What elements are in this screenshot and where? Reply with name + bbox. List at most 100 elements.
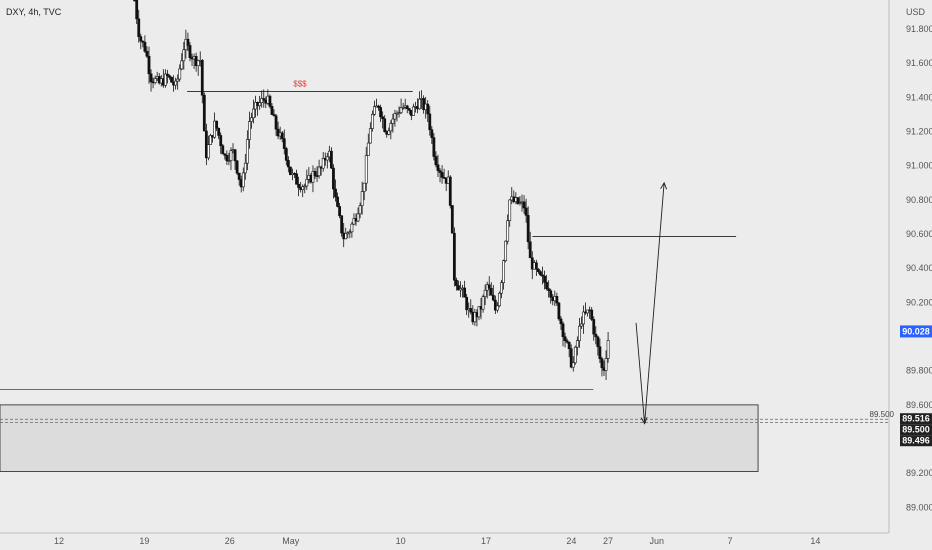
candle-body-18: [170, 77, 173, 83]
candle-body-125: [389, 123, 393, 132]
candle-body-207: [557, 302, 561, 320]
candle-body-216: [575, 340, 579, 348]
last-price-badge: [900, 325, 932, 338]
candle-body-223: [590, 309, 594, 320]
candle-body-16: [166, 73, 169, 77]
candle-body-178: [498, 292, 501, 307]
candle-body-176: [493, 299, 497, 311]
candle-body-231: [606, 340, 610, 359]
candle-body-183: [508, 199, 512, 221]
candle-body-196: [534, 262, 538, 270]
demand-zone-box: [0, 404, 759, 472]
candle-body-46: [227, 160, 231, 162]
candle-body-109: [356, 213, 360, 222]
candle-body-188: [518, 202, 522, 205]
candles-layer: [133, 0, 610, 380]
candle-body-94: [325, 156, 329, 161]
y-tick-4: 91.000: [906, 161, 932, 171]
candle-body-8: [149, 73, 153, 83]
x-tick-3: May: [282, 536, 300, 546]
candle-body-175: [491, 294, 495, 301]
candle-body-177: [496, 305, 499, 311]
candle-body-120: [379, 107, 382, 118]
candle-body-171: [483, 289, 487, 297]
candle-body-61: [258, 102, 262, 107]
candle-body-20: [174, 80, 178, 86]
candle-body-221: [586, 309, 590, 314]
y-tick-9: 89.800: [906, 366, 932, 376]
candle-body-201: [545, 282, 549, 290]
x-tick-6: 24: [566, 536, 576, 546]
candle-body-87: [311, 171, 315, 183]
candle-body-1: [135, 0, 139, 20]
candle-body-215: [573, 346, 577, 364]
candle-body-156: [452, 232, 456, 281]
candle-body-130: [399, 107, 403, 114]
candle-body-182: [506, 220, 510, 242]
candle-body-134: [407, 108, 411, 111]
y-tick-6: 90.600: [906, 229, 932, 239]
candle-body-187: [516, 197, 520, 204]
candle-body-75: [286, 160, 290, 168]
candle-body-174: [489, 288, 493, 296]
candle-body-105: [348, 231, 352, 234]
candle-body-209: [561, 323, 565, 338]
candle-body-116: [370, 114, 374, 129]
candle-body-127: [393, 113, 397, 120]
candle-body-51: [237, 172, 241, 180]
candle-body-42: [219, 135, 223, 147]
candle-body-50: [235, 160, 239, 174]
candle-body-198: [539, 271, 542, 276]
symbol-label: DXY, 4h, TVC: [6, 7, 62, 17]
projection-arrow-up: [660, 181, 668, 190]
candle-body-228: [600, 358, 604, 369]
candle-body-122: [383, 118, 387, 133]
candle-body-92: [321, 157, 325, 169]
candle-body-72: [280, 132, 284, 140]
x-tick-4: 10: [396, 536, 406, 546]
liquidity-label: $$$: [293, 79, 307, 88]
candle-body-161: [463, 287, 467, 298]
zone-badge-0: [900, 413, 932, 425]
candle-body-181: [504, 240, 508, 262]
y-tick-8: 90.200: [906, 297, 932, 307]
candle-body-55: [245, 139, 249, 164]
x-tick-10: 14: [810, 536, 820, 546]
candle-body-39: [213, 120, 216, 138]
candle-body-129: [397, 112, 401, 115]
currency-label: USD: [906, 7, 926, 17]
candle-body-82: [301, 186, 305, 190]
candle-body-23: [180, 60, 184, 70]
candle-body-131: [401, 106, 405, 109]
candle-body-103: [344, 233, 348, 240]
projection-arrow-down: [640, 416, 648, 425]
y-tick-11: 89.200: [906, 468, 932, 478]
y-tick-10: 89.600: [906, 400, 932, 410]
candle-body-67: [270, 106, 274, 115]
candle-body-89: [315, 175, 319, 177]
candle-body-133: [405, 105, 409, 109]
candle-body-83: [303, 185, 307, 188]
x-tick-0: 12: [54, 536, 64, 546]
candle-body-44: [223, 153, 227, 156]
candle-body-143: [426, 103, 430, 115]
x-tick-5: 17: [481, 536, 491, 546]
candle-body-97: [332, 167, 335, 190]
candle-body-37: [209, 135, 212, 145]
zone-badge-text-1: 89.500: [902, 425, 930, 435]
candle-body-100: [338, 206, 342, 217]
candle-body-66: [268, 95, 272, 107]
candle-body-197: [537, 268, 540, 272]
candle-body-76: [289, 166, 292, 175]
candle-body-43: [221, 145, 225, 155]
candle-body-162: [465, 296, 469, 311]
candle-body-33: [200, 60, 204, 96]
zone-badge-text-0: 89.516: [902, 414, 930, 424]
candle-body-4: [141, 40, 145, 43]
candle-body-150: [440, 172, 444, 178]
candle-body-24: [182, 49, 186, 62]
candle-body-79: [295, 173, 298, 185]
candle-body-69: [274, 115, 278, 130]
